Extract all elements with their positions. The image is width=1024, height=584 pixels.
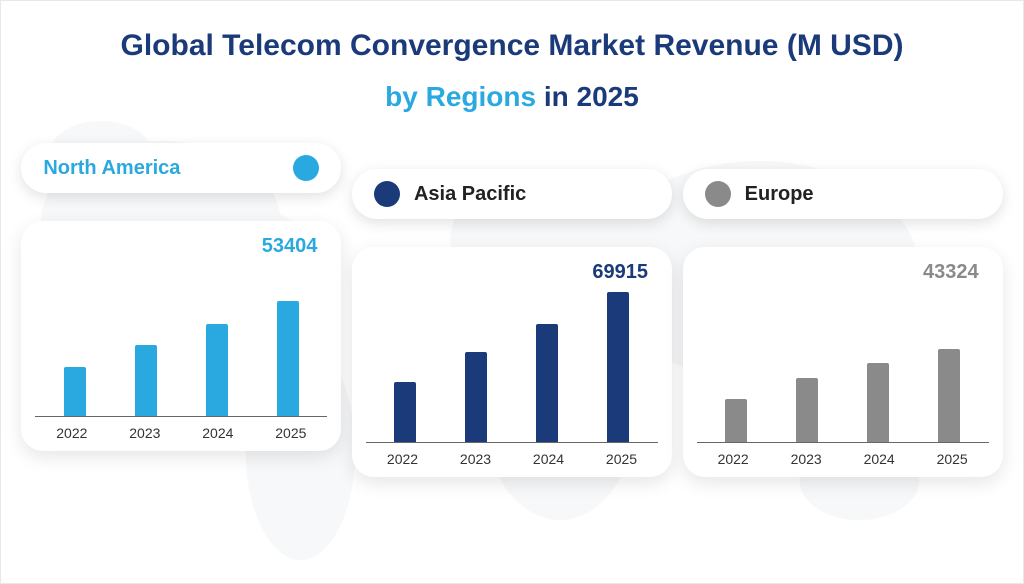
x-tick-label: 2025 bbox=[585, 451, 658, 467]
x-tick-label: 2025 bbox=[254, 425, 327, 441]
bars-area bbox=[366, 293, 658, 443]
x-axis: 2022202320242025 bbox=[35, 425, 327, 441]
bar bbox=[607, 292, 629, 442]
legend-dot bbox=[705, 181, 731, 207]
region-col-north-america: North America 53404 2022202320242025 bbox=[21, 143, 341, 451]
region-name: Asia Pacific bbox=[414, 183, 526, 206]
bar bbox=[867, 363, 889, 442]
bar bbox=[135, 345, 157, 416]
bar bbox=[938, 349, 960, 442]
bar bbox=[64, 367, 86, 416]
bar bbox=[394, 382, 416, 442]
bar-chart-card: 53404 2022202320242025 bbox=[21, 221, 341, 451]
x-tick-label: 2025 bbox=[916, 451, 989, 467]
region-col-asia-pacific: Asia Pacific 69915 2022202320242025 bbox=[352, 169, 672, 477]
bars-area bbox=[35, 267, 327, 417]
bar bbox=[277, 301, 299, 416]
region-pill: Europe bbox=[683, 169, 1003, 219]
region-pill: Asia Pacific bbox=[352, 169, 672, 219]
x-axis: 2022202320242025 bbox=[366, 451, 658, 467]
region-name: Europe bbox=[745, 183, 814, 206]
chart-title: Global Telecom Convergence Market Revenu… bbox=[1, 1, 1023, 113]
x-tick-label: 2024 bbox=[181, 425, 254, 441]
region-pill: North America bbox=[21, 143, 341, 193]
peak-value-label: 69915 bbox=[592, 261, 648, 284]
bar bbox=[465, 352, 487, 442]
x-tick-label: 2022 bbox=[697, 451, 770, 467]
title-line2: by Regions in 2025 bbox=[1, 81, 1023, 113]
region-col-europe: Europe 43324 2022202320242025 bbox=[683, 169, 1003, 477]
peak-value-label: 43324 bbox=[923, 261, 979, 284]
bar bbox=[796, 378, 818, 442]
bar bbox=[206, 324, 228, 416]
peak-value-label: 53404 bbox=[262, 235, 318, 258]
title-year: in 2025 bbox=[536, 81, 639, 112]
x-tick-label: 2023 bbox=[439, 451, 512, 467]
region-name: North America bbox=[43, 157, 180, 180]
bar bbox=[536, 324, 558, 442]
x-tick-label: 2022 bbox=[35, 425, 108, 441]
x-tick-label: 2023 bbox=[108, 425, 181, 441]
bars-area bbox=[697, 293, 989, 443]
regions-row: North America534042022202320242025Asia P… bbox=[1, 113, 1023, 477]
x-tick-label: 2024 bbox=[512, 451, 585, 467]
x-axis: 2022202320242025 bbox=[697, 451, 989, 467]
title-accent: by Regions bbox=[385, 81, 536, 112]
title-line1: Global Telecom Convergence Market Revenu… bbox=[1, 29, 1023, 63]
legend-dot bbox=[374, 181, 400, 207]
bar bbox=[725, 399, 747, 442]
legend-dot bbox=[293, 155, 319, 181]
x-tick-label: 2022 bbox=[366, 451, 439, 467]
x-tick-label: 2023 bbox=[770, 451, 843, 467]
bar-chart-card: 69915 2022202320242025 bbox=[352, 247, 672, 477]
x-tick-label: 2024 bbox=[843, 451, 916, 467]
bar-chart-card: 43324 2022202320242025 bbox=[683, 247, 1003, 477]
